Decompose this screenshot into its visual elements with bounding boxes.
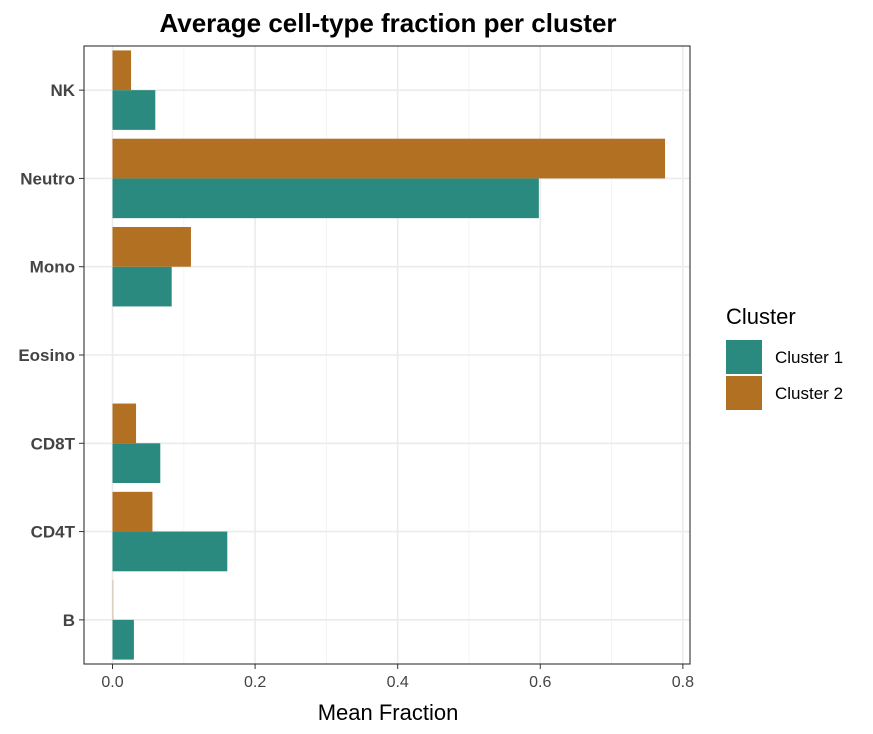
y-tick-label-mono: Mono bbox=[30, 258, 75, 277]
x-tick-label: 0.8 bbox=[672, 674, 694, 691]
legend: Cluster Cluster 1 Cluster 2 bbox=[726, 304, 843, 410]
bar-cluster-2-mono bbox=[112, 226, 191, 267]
axis-layer: B CD4T CD8T Eosino Mono Neutro NK 0.0 0.2 0.4 0.6 0… bbox=[18, 81, 694, 691]
y-tick-label-cd4t: CD4T bbox=[31, 523, 76, 542]
legend-swatch-cluster-1 bbox=[726, 340, 762, 374]
bar-cluster-1-b bbox=[112, 619, 134, 660]
y-tick-label-eosino: Eosino bbox=[18, 346, 75, 365]
bar-cluster-2-neutro bbox=[112, 138, 666, 179]
x-tick-label: 0.2 bbox=[244, 674, 266, 691]
bar-cluster-1-nk bbox=[112, 90, 156, 130]
legend-title: Cluster bbox=[726, 304, 796, 329]
bar-cluster-2-cd8t bbox=[112, 403, 137, 444]
x-tick-label: 0.6 bbox=[529, 674, 551, 691]
legend-label-cluster-1: Cluster 1 bbox=[775, 348, 843, 367]
bar-cluster-2-nk bbox=[112, 50, 132, 91]
bar-cluster-2-b bbox=[112, 580, 114, 620]
y-tick-label-neutro: Neutro bbox=[20, 169, 75, 188]
bars-layer bbox=[112, 50, 666, 660]
x-tick-label: 0.4 bbox=[387, 674, 409, 691]
y-tick-label-nk: NK bbox=[50, 81, 75, 100]
x-tick-label: 0.0 bbox=[101, 674, 123, 691]
bar-cluster-1-mono bbox=[112, 266, 172, 307]
y-tick-label-cd8t: CD8T bbox=[31, 434, 76, 453]
x-axis-title: Mean Fraction bbox=[318, 700, 459, 725]
chart-title: Average cell-type fraction per cluster bbox=[159, 8, 616, 38]
legend-swatch-cluster-2 bbox=[726, 376, 762, 410]
y-tick-label-b: B bbox=[63, 611, 75, 630]
bar-cluster-1-cd4t bbox=[112, 531, 228, 572]
bar-cluster-2-cd4t bbox=[112, 491, 153, 532]
legend-label-cluster-2: Cluster 2 bbox=[775, 384, 843, 403]
bar-cluster-1-neutro bbox=[112, 178, 539, 219]
bar-cluster-1-cd8t bbox=[112, 443, 161, 484]
